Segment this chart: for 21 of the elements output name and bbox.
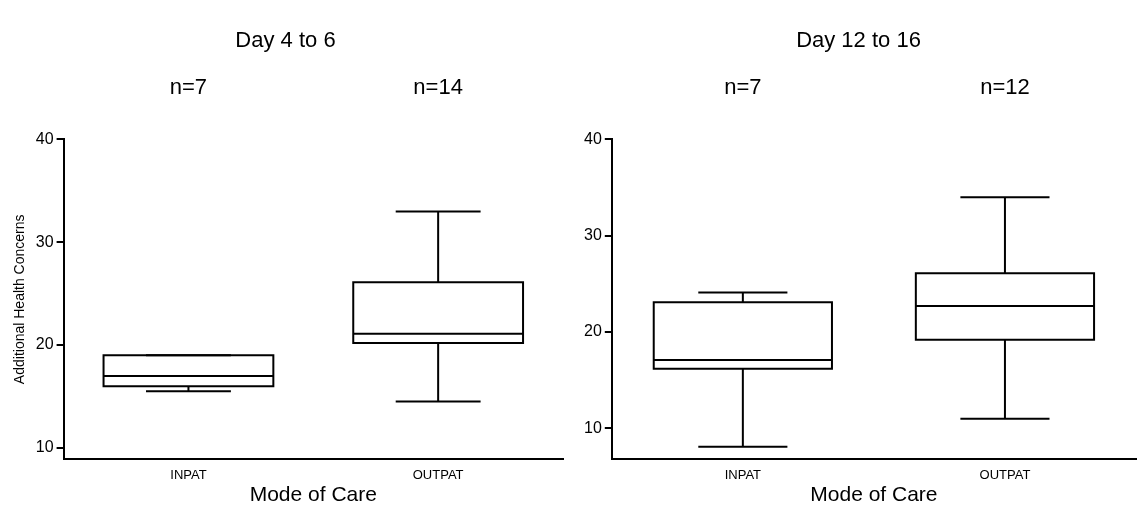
text: n=7 bbox=[169, 74, 208, 100]
x-tick-label: OUTPAT bbox=[412, 466, 464, 482]
y-tick-label: 10 bbox=[584, 418, 602, 436]
text: n=14 bbox=[413, 74, 463, 100]
x-axis-title: Mode of Care bbox=[810, 482, 938, 506]
x-tick-label: INPAT bbox=[170, 466, 207, 482]
y-axis-title: Additional Health Concerns bbox=[11, 214, 28, 385]
y-tick-label: 40 bbox=[35, 129, 54, 147]
y-tick-label: 10 bbox=[35, 438, 54, 456]
y-tick-label: 30 bbox=[584, 226, 602, 244]
chart-title: Day 12 to 16 bbox=[796, 27, 921, 53]
text: n=7 bbox=[724, 74, 762, 100]
x-axis-title: Mode of Care bbox=[249, 482, 377, 506]
y-tick-label: 30 bbox=[35, 232, 54, 250]
x-tick-label: OUTPAT bbox=[979, 466, 1031, 482]
y-tick-label: 20 bbox=[35, 335, 54, 353]
chart-title: Day 4 to 6 bbox=[235, 27, 336, 53]
x-tick-label: INPAT bbox=[724, 466, 762, 482]
text: n=12 bbox=[980, 74, 1030, 100]
y-tick-label: 40 bbox=[584, 129, 602, 147]
y-tick-label: 20 bbox=[584, 322, 602, 340]
